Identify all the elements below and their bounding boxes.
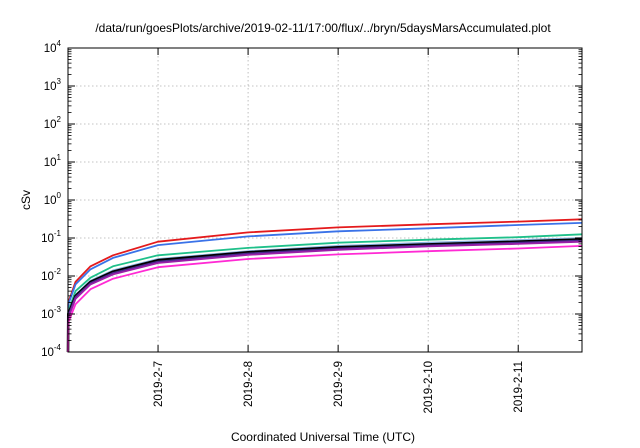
series-group [66,218,583,353]
y-tick-exponent: 2 [57,115,62,124]
y-tick-label: 103 [44,77,62,93]
series-line-8 [67,245,583,353]
series-line-1 [67,218,583,353]
series-line-5 [66,238,583,353]
y-tick-exponent: 0 [57,191,62,200]
y-tick-label: 10-1 [41,229,61,245]
y-tick-exponent: 3 [57,77,62,86]
y-tick-base: 10 [41,233,54,245]
y-tick-label: 10-4 [41,343,61,359]
x-tick-label: 2019-2-10 [423,361,435,413]
y-tick-exponent: 4 [57,39,62,48]
y-tick-base: 10 [41,271,54,283]
y-tick-exponent: -3 [54,305,62,314]
y-tick-exponent: -4 [54,343,62,352]
y-tick-base: 10 [44,157,57,169]
y-tick-exponent: -2 [54,267,62,276]
y-tick-label: 100 [44,191,62,207]
y-tick-base: 10 [44,195,57,207]
y-tick-base: 10 [44,119,57,131]
x-tick-label: 2019-2-9 [333,361,345,407]
chart-title: /data/run/goesPlots/archive/2019-02-11/1… [95,21,551,35]
y-tick-exponent: -1 [54,229,62,238]
x-tick-label: 2019-2-7 [153,361,165,407]
y-tick-base: 10 [44,81,57,93]
series-line-3 [67,233,583,353]
y-tick-exponent: 1 [57,153,62,162]
x-tick-labels: 2019-2-7 2019-2-8 2019-2-9 2019-2-10 2019-2-… [153,361,525,413]
y-tick-base: 10 [41,347,54,359]
x-axis-label: Coordinated Universal Time (UTC) [231,430,415,444]
y-tick-label: 102 [44,115,62,131]
y-axis-label: cSv [19,190,33,210]
y-tick-label: 10-3 [41,305,61,321]
y-tick-base: 10 [44,43,57,55]
y-tick-label: 104 [44,39,62,55]
series-line-7 [67,240,583,353]
series-line-6 [67,239,583,353]
x-tick-label: 2019-2-11 [513,361,525,413]
x-tick-label: 2019-2-8 [243,361,255,407]
series-line-2 [67,222,583,353]
y-tick-base: 10 [41,309,54,321]
ticks [68,47,582,353]
grid [68,48,582,352]
y-tick-label: 101 [44,153,62,169]
y-tick-label: 10-2 [41,267,61,283]
